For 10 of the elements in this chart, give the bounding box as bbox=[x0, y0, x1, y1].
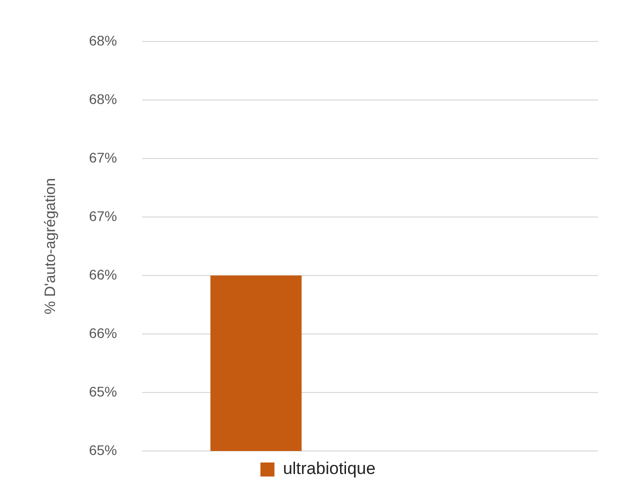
y-tick-label: 65% bbox=[88, 383, 118, 400]
y-axis-title: % D'auto-agrégation bbox=[42, 178, 60, 314]
y-tick-label: 67% bbox=[88, 149, 118, 166]
y-tick-label: 67% bbox=[88, 208, 118, 224]
y-tick-label: 65% bbox=[88, 442, 118, 458]
y-tick-label: 66% bbox=[88, 324, 118, 341]
y-tick-label: 66% bbox=[88, 266, 118, 282]
y-tick-label: 68% bbox=[88, 90, 118, 107]
y-tick-label: 68% bbox=[88, 32, 118, 48]
legend-label: ultrabiotique bbox=[282, 459, 376, 478]
